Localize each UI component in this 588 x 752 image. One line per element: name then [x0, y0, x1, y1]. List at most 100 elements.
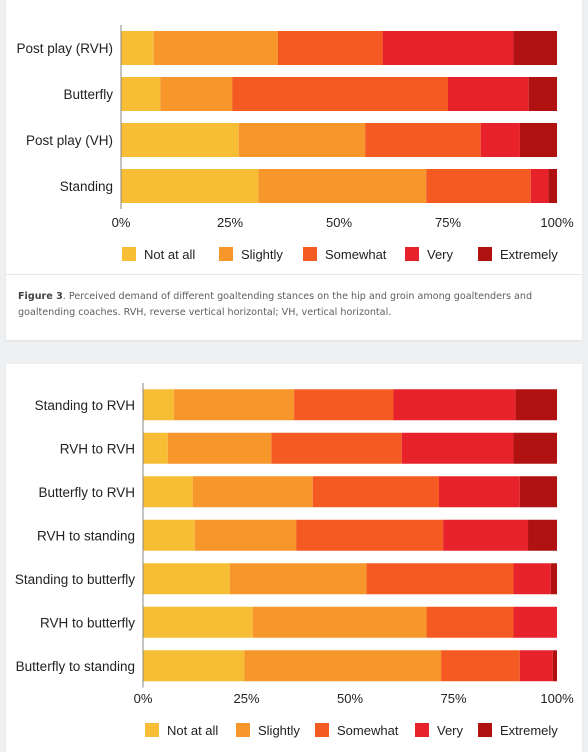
x-tick-label: 25%: [233, 691, 259, 706]
bar-segment-not-at-all: [143, 476, 193, 508]
figure-3-label: Figure 3: [18, 291, 63, 302]
figure-3-card: Post play (RVH) Butterfly Post play (VH) St…: [6, 0, 582, 340]
bar-segment-very: [513, 563, 551, 595]
legend-swatch-somewhat: [303, 247, 317, 261]
legend-label-not-at-all: Not at all: [144, 247, 195, 262]
bar-segment-somewhat: [232, 77, 448, 111]
bar-segment-slightly: [244, 650, 442, 682]
legend-swatch-somewhat: [315, 723, 329, 737]
bar-segment-slightly: [229, 563, 367, 595]
category-label: RVH to RVH: [60, 441, 135, 456]
legend-label-extremely: Extremely: [500, 247, 558, 262]
figure-3-caption-text: . Perceived demand of different goaltend…: [18, 291, 533, 318]
bar-segment-not-at-all: [143, 563, 230, 595]
figure-3-caption-area: Figure 3. Perceived demand of different …: [6, 274, 582, 341]
bar-segment-very: [519, 650, 553, 682]
category-label: Standing: [60, 179, 113, 194]
x-tick-label: 0%: [112, 215, 131, 230]
legend-swatch-slightly: [236, 723, 250, 737]
legend-swatch-very: [405, 247, 419, 261]
bar-segment-somewhat: [426, 169, 531, 203]
bar-segment-very: [401, 432, 514, 464]
x-tick-label: 75%: [440, 691, 466, 706]
legend-label-extremely: Extremely: [500, 723, 558, 738]
legend-swatch-extremely: [478, 247, 492, 261]
bar-segment-slightly: [167, 432, 272, 464]
bar-segment-somewhat: [366, 563, 514, 595]
transition-demand-chart: Standing to RVH RVH to RVH Butterfly to RV…: [15, 383, 574, 738]
bar-segment-somewhat: [426, 606, 514, 638]
stance-demand-chart: Post play (RVH) Butterfly Post play (VH) St…: [16, 25, 574, 262]
bar-segment-not-at-all: [121, 77, 161, 111]
bar-segment-very: [480, 123, 520, 157]
bar-segment-somewhat: [365, 123, 481, 157]
x-tick-label: 50%: [326, 215, 352, 230]
x-tick-label: 100%: [540, 215, 574, 230]
bar-segment-extremely: [528, 519, 557, 551]
category-label: Butterfly: [63, 87, 113, 102]
bar-segment-slightly: [160, 77, 233, 111]
legend-label-very: Very: [437, 723, 464, 738]
bar-segment-not-at-all: [143, 432, 168, 464]
category-label: Butterfly to standing: [16, 659, 135, 674]
bar-segment-slightly: [153, 31, 278, 65]
bar-segment-very: [448, 77, 529, 111]
bar-segment-slightly: [192, 476, 313, 508]
bar-segment-not-at-all: [121, 31, 154, 65]
bar-segment-extremely: [548, 169, 557, 203]
bar-segment-somewhat: [294, 389, 394, 421]
bar-segment-extremely: [528, 77, 557, 111]
category-label: Post play (VH): [26, 133, 113, 148]
x-tick-label: 0%: [134, 691, 153, 706]
bar-segment-extremely: [513, 31, 557, 65]
bar-segment-somewhat: [296, 519, 444, 551]
x-tick-label: 25%: [217, 215, 243, 230]
bar-segment-very: [530, 169, 549, 203]
bar-segment-extremely: [515, 389, 557, 421]
bar-segment-slightly: [252, 606, 427, 638]
legend-label-slightly: Slightly: [258, 723, 300, 738]
x-tick-label: 50%: [337, 691, 363, 706]
bar-segment-somewhat: [312, 476, 440, 508]
bar-segment-not-at-all: [121, 123, 239, 157]
category-label: RVH to butterfly: [40, 615, 135, 630]
bar-segment-not-at-all: [143, 519, 195, 551]
bar-segment-not-at-all: [121, 169, 259, 203]
bar-segment-somewhat: [277, 31, 383, 65]
bar-segment-extremely: [550, 563, 557, 595]
bar-segment-extremely: [519, 123, 557, 157]
bar-segment-extremely: [519, 476, 557, 508]
bar-segment-not-at-all: [143, 389, 175, 421]
bar-segment-not-at-all: [143, 650, 245, 682]
bar-segment-slightly: [238, 123, 366, 157]
bar-segment-slightly: [174, 389, 295, 421]
legend-label-not-at-all: Not at all: [167, 723, 218, 738]
legend-swatch-not-at-all: [145, 723, 159, 737]
legend-swatch-not-at-all: [122, 247, 136, 261]
bar-segment-somewhat: [441, 650, 520, 682]
bar-segment-not-at-all: [143, 606, 253, 638]
category-label: Standing to butterfly: [15, 572, 135, 587]
bar-segment-extremely: [552, 650, 557, 682]
bar-segment-slightly: [194, 519, 297, 551]
legend-swatch-very: [415, 723, 429, 737]
transition-card: Standing to RVH RVH to RVH Butterfly to RV…: [6, 364, 582, 752]
bar-segment-extremely: [513, 432, 557, 464]
legend-swatch-slightly: [219, 247, 233, 261]
bar-segment-very: [443, 519, 529, 551]
category-label: Standing to RVH: [35, 398, 135, 413]
legend-label-somewhat: Somewhat: [325, 247, 387, 262]
legend-swatch-extremely: [478, 723, 492, 737]
legend-label-very: Very: [427, 247, 454, 262]
category-label: Butterfly to RVH: [38, 485, 135, 500]
bar-segment-very: [513, 606, 557, 638]
x-tick-label: 100%: [540, 691, 574, 706]
bar-segment-slightly: [258, 169, 427, 203]
legend-label-slightly: Slightly: [241, 247, 283, 262]
category-label: Post play (RVH): [16, 41, 113, 56]
bar-segment-somewhat: [271, 432, 402, 464]
bar-segment-very: [439, 476, 520, 508]
bar-segment-very: [382, 31, 514, 65]
figure-3-caption: Figure 3. Perceived demand of different …: [18, 289, 574, 321]
legend-label-somewhat: Somewhat: [337, 723, 399, 738]
